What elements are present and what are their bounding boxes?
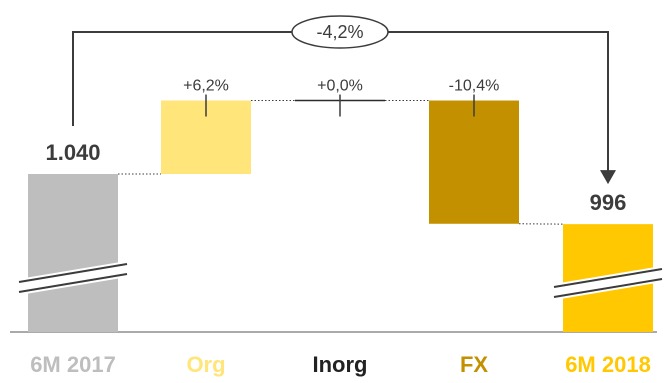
- value-label-end: 996: [590, 190, 627, 215]
- axis-break-line: [553, 268, 663, 288]
- change-label-inorg: +0,0%: [317, 78, 363, 95]
- value-label-start: 1.040: [45, 140, 100, 165]
- axis-break-line: [18, 263, 128, 283]
- axis-break-mark: [553, 266, 663, 300]
- axis-break-mark: [18, 261, 128, 295]
- total-change-label: -4,2%: [316, 22, 363, 42]
- change-label-fx: -10,4%: [449, 78, 500, 95]
- category-label: 6M 2017: [30, 352, 116, 377]
- axis-break-line: [553, 278, 663, 298]
- category-label: 6M 2018: [565, 352, 651, 377]
- change-label-org: +6,2%: [183, 78, 229, 95]
- category-label: Org: [186, 352, 225, 377]
- arrow-head-icon: [600, 170, 616, 185]
- total-change-oval: [291, 15, 389, 49]
- category-label: FX: [460, 352, 488, 377]
- bar-6m-2017: [28, 174, 118, 332]
- axis-break-line: [18, 273, 128, 293]
- category-label: Inorg: [313, 352, 368, 377]
- bar-fx: [429, 100, 519, 224]
